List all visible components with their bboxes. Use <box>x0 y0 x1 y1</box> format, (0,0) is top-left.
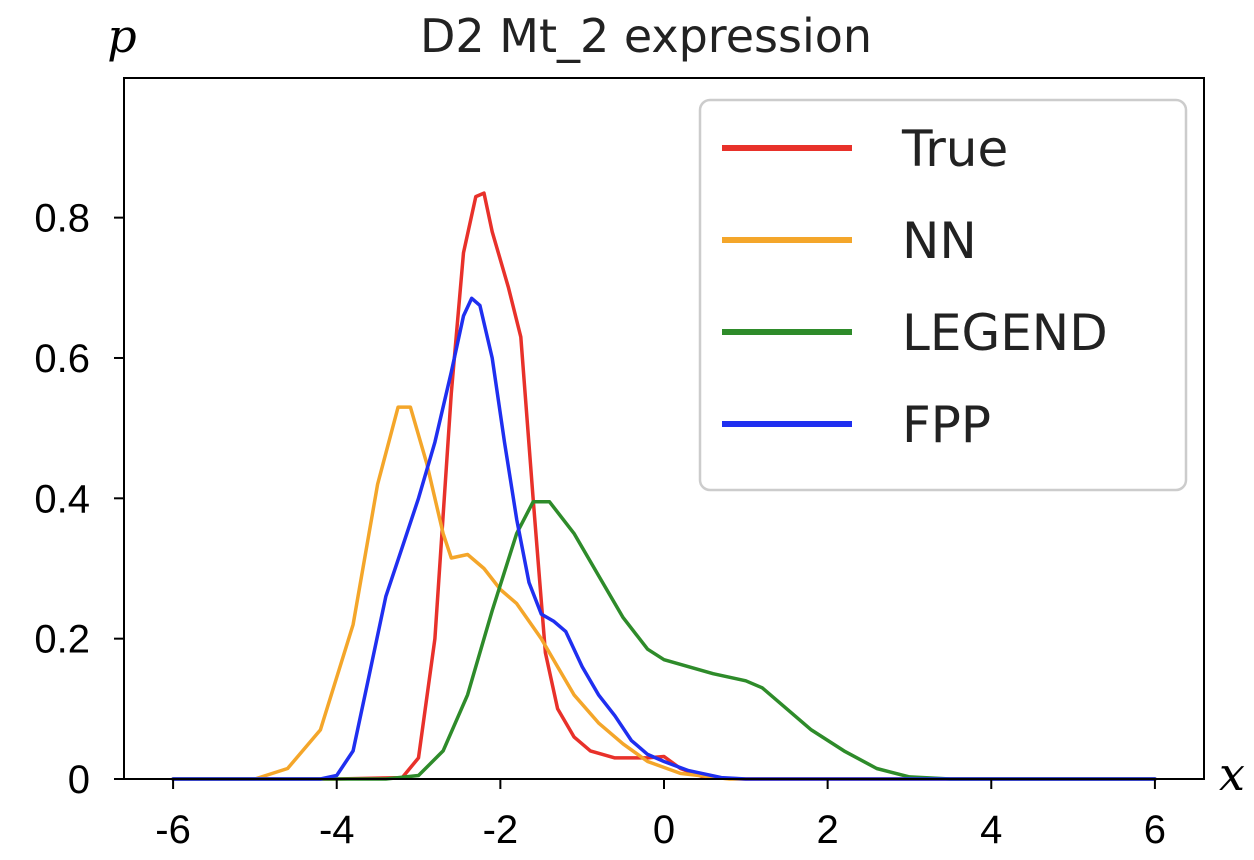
legend-entry-nn: NN <box>722 212 977 270</box>
x-tick-label: 4 <box>980 808 1002 852</box>
legend-entry-fpp: FPP <box>722 396 991 454</box>
legend-label: NN <box>902 212 977 270</box>
x-tick-label: 6 <box>1144 808 1166 852</box>
series-line-nn <box>171 405 1157 781</box>
series-layer <box>171 191 1157 781</box>
x-tick-label: -2 <box>483 808 519 852</box>
x-tick-label: -4 <box>319 808 355 852</box>
y-axis-label: p <box>107 9 136 63</box>
y-tick-label: 0.4 <box>34 477 90 521</box>
chart-title: D2 Mt_2 expression <box>420 9 872 63</box>
series-line-true <box>171 191 1157 781</box>
x-tick-label: 0 <box>653 808 675 852</box>
legend-label: LEGEND <box>902 304 1108 362</box>
legend-label: FPP <box>902 396 991 454</box>
legend-label: True <box>901 120 1008 178</box>
x-axis: -6 -4 -2 0 2 4 6 <box>155 779 1166 852</box>
y-tick-label: 0.8 <box>34 197 90 241</box>
y-tick-label: 0.6 <box>34 337 90 381</box>
series-line-fpp <box>171 296 1157 781</box>
legend-entry-legend: LEGEND <box>722 304 1108 362</box>
y-tick-label: 0 <box>68 758 90 802</box>
x-axis-label: x <box>1219 747 1245 801</box>
legend: True NN LEGEND FPP <box>698 98 1188 492</box>
legend-box <box>698 98 1188 492</box>
legend-entry-true: True <box>722 120 1008 178</box>
x-tick-label: 2 <box>817 808 839 852</box>
y-tick-label: 0.2 <box>34 618 90 662</box>
series-line-legend <box>171 500 1157 781</box>
y-axis: 0 0.2 0.4 0.6 0.8 <box>34 197 124 802</box>
x-tick-label: -6 <box>155 808 191 852</box>
